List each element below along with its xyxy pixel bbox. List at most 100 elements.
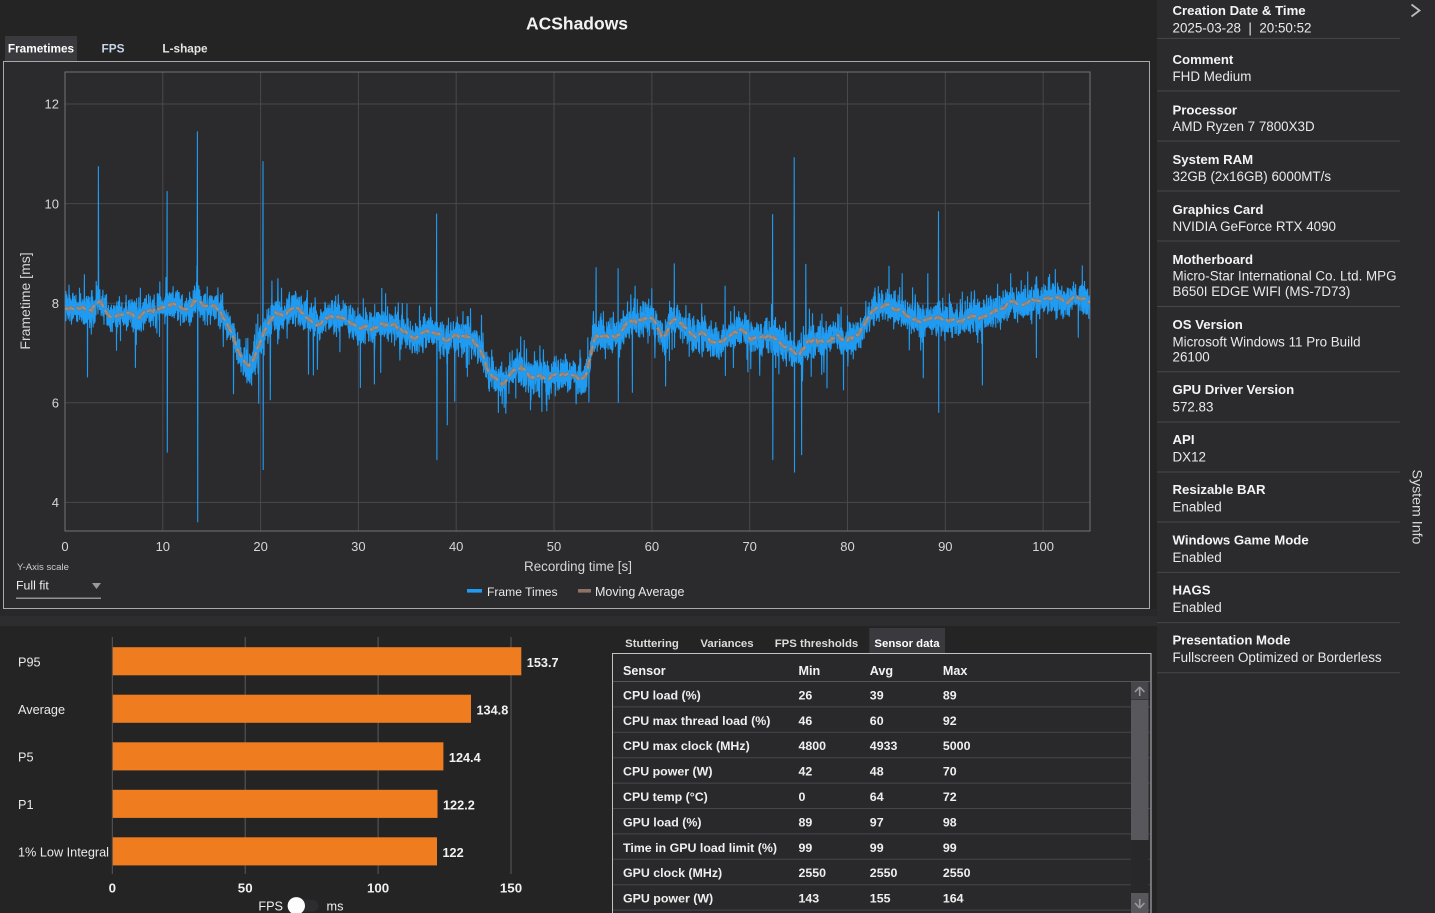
svg-text:Avg: Avg	[870, 664, 893, 678]
svg-text:B650I EDGE WIFI (MS-7D73): B650I EDGE WIFI (MS-7D73)	[1173, 284, 1351, 299]
svg-text:48: 48	[870, 765, 884, 779]
svg-text:GPU power (W): GPU power (W)	[623, 892, 713, 906]
svg-text:CPU load (%): CPU load (%)	[623, 688, 701, 702]
svg-text:4800: 4800	[799, 739, 827, 753]
svg-text:System RAM: System RAM	[1173, 152, 1254, 167]
svg-text:FPS thresholds: FPS thresholds	[775, 638, 859, 650]
svg-text:60: 60	[870, 714, 884, 728]
svg-text:AMD Ryzen 7 7800X3D: AMD Ryzen 7 7800X3D	[1173, 119, 1315, 134]
svg-text:ACShadows: ACShadows	[526, 14, 628, 34]
svg-text:Presentation Mode: Presentation Mode	[1173, 633, 1291, 648]
svg-text:API: API	[1173, 432, 1195, 447]
svg-text:P5: P5	[18, 751, 34, 765]
svg-text:89: 89	[799, 815, 813, 829]
svg-text:0: 0	[109, 881, 116, 896]
svg-text:99: 99	[799, 841, 813, 855]
svg-text:122: 122	[443, 846, 464, 860]
svg-text:72: 72	[943, 790, 957, 804]
svg-text:Windows Game Mode: Windows Game Mode	[1173, 532, 1309, 547]
svg-text:30: 30	[351, 539, 365, 554]
svg-text:OS Version: OS Version	[1173, 317, 1243, 332]
svg-text:0: 0	[61, 539, 68, 554]
svg-text:Motherboard: Motherboard	[1173, 252, 1254, 267]
svg-text:Moving Average: Moving Average	[595, 585, 684, 599]
svg-text:1% Low Integral: 1% Low Integral	[18, 846, 109, 860]
svg-text:GPU load (%): GPU load (%)	[623, 815, 701, 829]
svg-text:572.83: 572.83	[1173, 400, 1214, 415]
svg-text:Enabled: Enabled	[1173, 500, 1222, 515]
svg-text:2550: 2550	[870, 866, 898, 880]
svg-text:FHD Medium: FHD Medium	[1173, 69, 1252, 84]
svg-text:Frametime [ms]: Frametime [ms]	[17, 252, 33, 349]
svg-text:CPU max thread load (%): CPU max thread load (%)	[623, 714, 770, 728]
svg-text:Resizable BAR: Resizable BAR	[1173, 482, 1267, 497]
svg-text:2550: 2550	[943, 866, 971, 880]
svg-text:Enabled: Enabled	[1173, 600, 1222, 615]
svg-text:32GB (2x16GB) 6000MT/s: 32GB (2x16GB) 6000MT/s	[1173, 169, 1332, 184]
svg-text:8: 8	[52, 296, 59, 311]
svg-text:70: 70	[943, 765, 957, 779]
svg-text:2025-03-28 | 20:50:52: 2025-03-28 | 20:50:52	[1173, 21, 1312, 36]
svg-text:100: 100	[367, 881, 389, 896]
svg-text:Max: Max	[943, 664, 968, 678]
svg-text:L-shape: L-shape	[162, 42, 208, 56]
svg-text:Enabled: Enabled	[1173, 550, 1222, 565]
svg-text:5000: 5000	[943, 739, 971, 753]
svg-text:97: 97	[870, 815, 884, 829]
svg-text:Micro-Star International Co. L: Micro-Star International Co. Ltd. MPG	[1173, 269, 1397, 284]
svg-text:122.2: 122.2	[443, 798, 475, 812]
svg-text:Frametimes: Frametimes	[8, 42, 75, 56]
svg-text:Sensor: Sensor	[623, 664, 666, 678]
svg-text:0: 0	[799, 790, 806, 804]
svg-text:NVIDIA GeForce RTX 4090: NVIDIA GeForce RTX 4090	[1173, 219, 1337, 234]
svg-text:Creation Date & Time: Creation Date & Time	[1173, 3, 1306, 18]
svg-text:60: 60	[645, 539, 659, 554]
svg-text:Microsoft Windows 11 Pro Build: Microsoft Windows 11 Pro Build	[1173, 334, 1361, 349]
svg-text:39: 39	[870, 688, 884, 702]
svg-text:4933: 4933	[870, 739, 898, 753]
svg-text:164: 164	[943, 892, 964, 906]
svg-text:Variances: Variances	[700, 638, 753, 650]
svg-text:P95: P95	[18, 656, 41, 670]
svg-text:Full fit: Full fit	[16, 579, 49, 593]
svg-text:2550: 2550	[799, 866, 827, 880]
svg-text:P1: P1	[18, 798, 34, 812]
svg-text:70: 70	[742, 539, 756, 554]
svg-text:50: 50	[547, 539, 561, 554]
svg-text:155: 155	[870, 892, 891, 906]
svg-text:42: 42	[799, 765, 813, 779]
svg-text:FPS: FPS	[102, 42, 125, 56]
svg-text:153.7: 153.7	[527, 656, 559, 670]
svg-text:64: 64	[870, 790, 884, 804]
svg-text:46: 46	[799, 714, 813, 728]
svg-text:90: 90	[938, 539, 952, 554]
svg-text:Time in GPU load limit (%): Time in GPU load limit (%)	[623, 841, 777, 855]
svg-text:92: 92	[943, 714, 957, 728]
svg-text:124.4: 124.4	[449, 751, 481, 765]
svg-text:GPU Driver Version: GPU Driver Version	[1173, 382, 1295, 397]
svg-text:System Info: System Info	[1409, 470, 1425, 545]
svg-text:99: 99	[943, 841, 957, 855]
svg-text:80: 80	[840, 539, 854, 554]
svg-text:6: 6	[52, 396, 59, 411]
svg-text:GPU clock (MHz): GPU clock (MHz)	[623, 866, 722, 880]
svg-text:FPS: FPS	[258, 900, 283, 913]
svg-text:CPU max clock (MHz): CPU max clock (MHz)	[623, 739, 750, 753]
svg-text:12: 12	[45, 97, 59, 112]
svg-text:150: 150	[500, 881, 522, 896]
svg-text:98: 98	[943, 815, 957, 829]
svg-text:Sensor data: Sensor data	[874, 638, 940, 650]
svg-text:50: 50	[238, 881, 253, 896]
svg-text:20: 20	[253, 539, 267, 554]
svg-text:143: 143	[799, 892, 820, 906]
svg-text:Processor: Processor	[1173, 103, 1238, 118]
svg-text:DX12: DX12	[1173, 450, 1207, 465]
svg-text:Stuttering: Stuttering	[625, 638, 679, 650]
svg-text:CPU temp (°C): CPU temp (°C)	[623, 790, 708, 804]
svg-text:89: 89	[943, 688, 957, 702]
svg-text:10: 10	[45, 196, 59, 211]
svg-text:99: 99	[870, 841, 884, 855]
svg-text:CPU power (W): CPU power (W)	[623, 765, 712, 779]
svg-text:Comment: Comment	[1173, 52, 1234, 67]
svg-text:Recording time [s]: Recording time [s]	[524, 559, 632, 574]
